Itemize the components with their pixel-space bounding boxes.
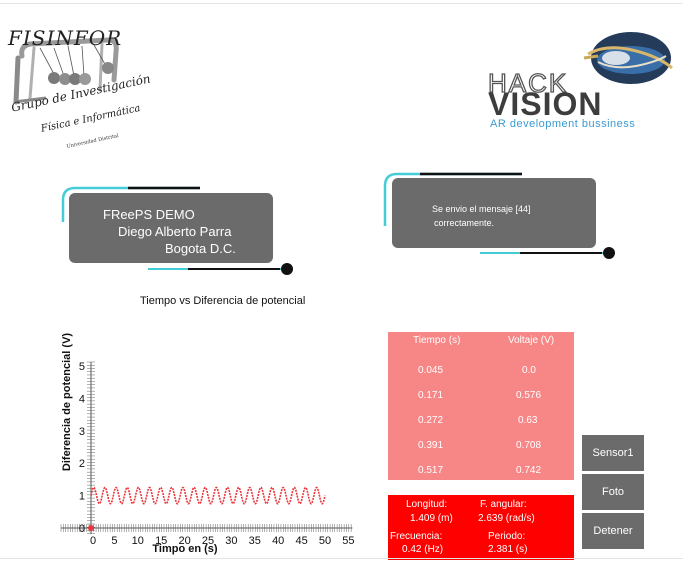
chart-series-line: [90, 486, 326, 505]
periodo-value: 2.381 (s): [488, 544, 528, 555]
results-panel: Longitud: 1.409 (m) F. angular: 2.639 (r…: [388, 495, 574, 560]
chart-x-tick-label: 50: [319, 535, 331, 547]
table-cell: 0.63: [518, 415, 538, 426]
table-cell: 0.576: [516, 390, 542, 401]
table-cell: 0.171: [418, 390, 444, 401]
message-card-decoration: [383, 172, 615, 259]
chart-title: Tiempo vs Diferencia de potencial: [140, 295, 306, 307]
table-cell: 0.708: [516, 440, 542, 451]
chart-x-tick-label: 5: [111, 535, 117, 547]
table-header-voltage: Voltaje (V): [508, 335, 555, 346]
chart-x-tick-label: 0: [90, 535, 96, 547]
chart-x-tick-label: 30: [225, 535, 237, 547]
message-card: Se envio el mensaje [44] correctamente.: [392, 178, 596, 248]
detener-button[interactable]: Detener: [582, 513, 644, 549]
hackvision-vision-text: VISION: [488, 86, 603, 122]
angular-label: F. angular:: [480, 499, 527, 510]
chart-y-tick-label: 1: [79, 491, 85, 503]
longitud-label: Longitud:: [406, 499, 448, 510]
location-label: Bogota D.C.: [165, 241, 236, 256]
hackvision-hack-text: HACK: [487, 67, 569, 98]
table-cell: 0.0: [522, 365, 536, 376]
chart-y-tick-label: 4: [79, 393, 85, 405]
message-line-1: Se envio el mensaje [44]: [432, 204, 531, 214]
chart-y-tick-label: 2: [79, 458, 85, 470]
chart-data-point: [88, 525, 94, 531]
message-line-2: correctamente.: [434, 218, 495, 228]
newton-cradle-icon: [13, 37, 119, 105]
frecuencia-label: Frecuencia:: [390, 531, 443, 542]
ar-glasses-icon: [583, 32, 673, 84]
hackvision-logo: HACK VISION AR development bussiness: [486, 28, 676, 138]
fisinfor-logo: FISINFOR Grupo de Investigación Física e…: [4, 18, 154, 158]
table-header-time: Tiempo (s): [413, 335, 461, 346]
info-card-decoration: [61, 186, 293, 275]
readings-table: Tiempo (s) Voltaje (V) 0.045 0.0 0.171 0…: [388, 332, 574, 480]
sensor1-button[interactable]: Sensor1: [582, 435, 644, 471]
longitud-value: 1.409 (m): [410, 513, 453, 524]
hackvision-tagline: AR development bussiness: [490, 118, 636, 130]
chart-y-tick-label: 5: [79, 361, 85, 373]
table-cell: 0.272: [418, 415, 444, 426]
chart-x-axis-label: Timpo en (s): [152, 543, 218, 555]
chart-x-tick-label: 55: [342, 535, 354, 547]
table-cell: 0.742: [516, 465, 542, 476]
table-cell: 0.045: [418, 365, 444, 376]
chart-y-axis-label: Diferencia de potencial (V): [61, 333, 73, 471]
table-cell: 0.391: [418, 440, 444, 451]
app-name-label: FReePS DEMO: [103, 207, 195, 222]
chart-x-tick-label: 45: [295, 535, 307, 547]
chart-x-tick-label: 40: [272, 535, 284, 547]
chart-x-tick-label: 25: [202, 535, 214, 547]
chart-x-tick-label: 15: [155, 535, 167, 547]
table-cell: 0.517: [418, 465, 444, 476]
chart-x-tick-label: 10: [132, 535, 144, 547]
info-card: FReePS DEMO Diego Alberto Parra Bogota D…: [69, 193, 273, 263]
frecuencia-value: 0.42 (Hz): [402, 544, 444, 555]
top-divider: [0, 3, 683, 4]
chart-y-tick-label: 0: [79, 523, 85, 535]
fisinfor-title: FISINFOR: [8, 26, 123, 50]
chart-y-tick-label: 3: [79, 426, 85, 438]
foto-button[interactable]: Foto: [582, 474, 644, 510]
author-label: Diego Alberto Parra: [118, 224, 232, 239]
bottom-divider: [0, 558, 683, 559]
periodo-label: Periodo:: [488, 531, 526, 542]
chart-x-tick-label: 35: [249, 535, 261, 547]
angular-value: 2.639 (rad/s): [478, 513, 535, 524]
chart-x-tick-label: 20: [178, 535, 190, 547]
